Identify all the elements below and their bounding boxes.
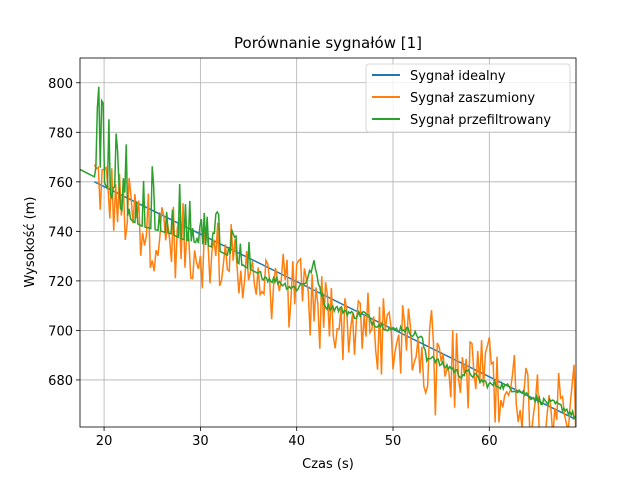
x-tick-label: 60: [481, 434, 498, 449]
y-axis-label: Wysokość (m): [23, 197, 38, 288]
series-line-filtered: [80, 86, 576, 421]
series-layer: [80, 86, 576, 427]
x-tick-label: 50: [385, 434, 402, 449]
y-tick-label: 740: [48, 225, 73, 240]
chart-title: Porównanie sygnałów [1]: [234, 34, 422, 52]
ticks: 20 30 40 50 60 680 700 720 740 760 780 800: [48, 77, 497, 449]
plot-frame: [79, 57, 577, 428]
legend: Sygnał idealny Sygnał zaszumiony Sygnał …: [365, 63, 571, 133]
y-tick-label: 680: [48, 374, 73, 389]
series-line-noisy: [93, 164, 576, 427]
y-tick-label: 720: [48, 275, 73, 290]
x-tick-label: 30: [192, 434, 209, 449]
y-tick-label: 760: [48, 176, 73, 191]
legend-label-noisy: Sygnał zaszumiony: [410, 91, 535, 106]
y-tick-label: 780: [48, 126, 73, 141]
legend-box: [365, 63, 571, 133]
y-tick-label: 700: [48, 324, 73, 339]
x-axis-label: Czas (s): [302, 457, 354, 472]
legend-label-filtered: Sygnał przefiltrowany: [410, 113, 551, 128]
y-tick-label: 800: [48, 77, 73, 92]
x-tick-label: 20: [96, 434, 113, 449]
x-tick-label: 40: [288, 434, 305, 449]
legend-label-ideal: Sygnał idealny: [410, 69, 506, 84]
